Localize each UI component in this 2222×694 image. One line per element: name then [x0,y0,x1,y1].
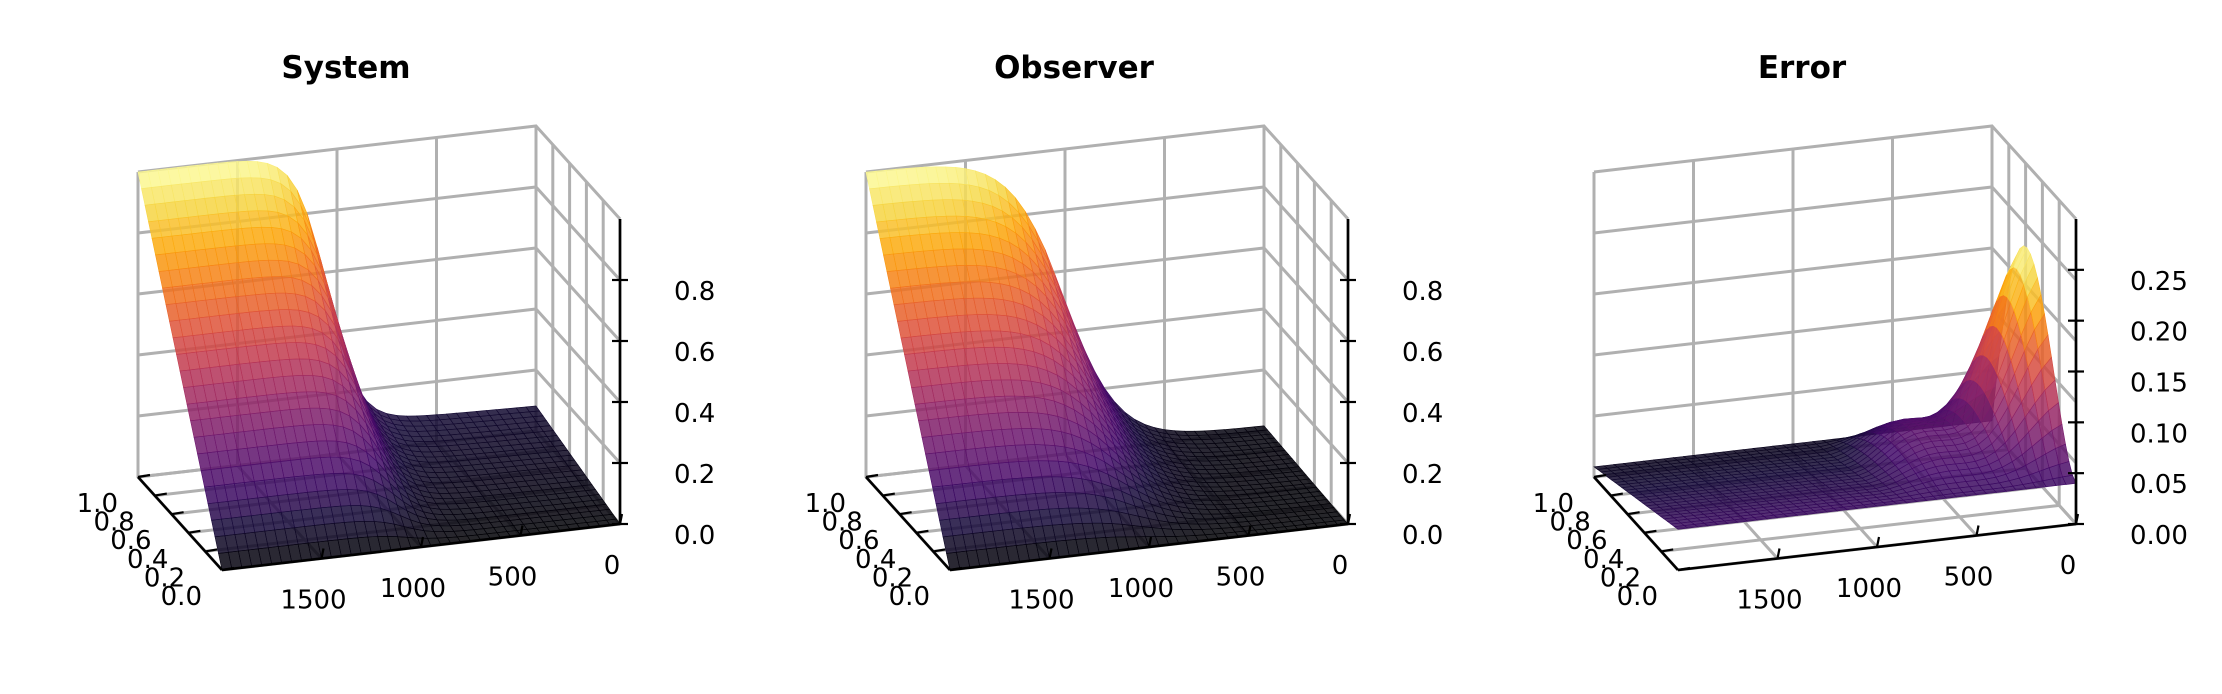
y-tick-label: 0.2 [1600,563,1641,593]
x-tick-label: 1000 [1108,574,1174,604]
z-tick-label: 0.6 [1402,338,1443,368]
y-tick [205,548,218,553]
x-tick-label: 1500 [280,586,346,616]
z-tick-label: 0.4 [1402,399,1443,429]
y-tick-label: 0.2 [872,563,913,593]
z-tick-label: 0.00 [2130,521,2188,551]
x-tick [320,548,325,559]
y-axis [1593,476,1679,571]
y-tick [899,511,912,516]
y-tick-label: 1.0 [1533,489,1574,519]
y-tick-label: 1.0 [805,489,846,519]
x-tick-label: 0 [2060,551,2077,581]
y-tick [1677,566,1691,572]
y-tick-label: 0.6 [838,526,879,556]
y-tick [188,529,201,534]
x-tick-label: 500 [1216,563,1266,593]
y-tick-label: 0.6 [1566,526,1607,556]
z-tick-label: 0.15 [2130,369,2188,399]
z-tick-label: 0.4 [674,399,715,429]
surface [1593,244,2077,530]
x-tick-label: 1500 [1008,586,1074,616]
x-tick [618,513,624,525]
y-tick [1610,492,1623,497]
y-axis [137,476,223,571]
z-tick-label: 0.25 [2130,267,2188,297]
x-tick-label: 0 [1332,551,1349,581]
x-tick [2074,513,2080,525]
x-tick-label: 1500 [1736,586,1802,616]
x-tick [419,536,425,548]
y-tick-label: 0.6 [110,526,151,556]
y-tick [137,473,151,479]
axes: 0 500 1000 1500 0.00.20.40.60.81.0 0.00 0.05 0.… [1533,219,2188,616]
y-tick [221,566,235,572]
z-tick-label: 0.20 [2130,318,2188,348]
z-tick-label: 0.0 [674,521,715,551]
surface [865,166,1349,571]
y-tick [949,566,963,572]
x-tick-label: 0 [604,551,621,581]
x-tick [1048,548,1053,559]
z-tick-label: 0.0 [1402,521,1443,551]
panel-error: 0 500 1000 1500 0.00.20.40.60.81.0 0.00 0.05 0.… [1533,50,2188,616]
chart-title: System [281,50,410,86]
y-tick-label: 0.8 [821,508,862,538]
y-tick-label: 0.2 [144,563,185,593]
y-tick [933,548,946,553]
z-tick-label: 0.05 [2130,470,2188,500]
y-axis [865,476,951,571]
y-tick-label: 1.0 [77,489,118,519]
z-tick-label: 0.6 [674,338,715,368]
y-tick-label: 0.8 [93,508,134,538]
y-tick-label: 0.0 [889,582,930,612]
x-tick-label: 1000 [380,574,446,604]
z-tick-label: 0.2 [1402,460,1443,490]
y-tick [1593,473,1607,479]
x-tick [1975,525,1980,536]
y-tick-label: 0.0 [161,582,202,612]
y-tick [171,511,184,516]
x-tick-label: 500 [1944,563,1994,593]
x-tick [1247,525,1252,536]
z-tick-label: 0.10 [2130,419,2188,449]
z-tick-label: 0.8 [674,277,715,307]
chart-title: Error [1758,50,1847,86]
y-tick [1627,511,1640,516]
axes: 0500100015000.00.20.40.60.81.00.00.20.40… [805,219,1443,616]
panel-observer: 0500100015000.00.20.40.60.81.00.00.20.40… [805,50,1444,616]
x-tick [1147,536,1153,548]
x-tick [1346,513,1352,525]
y-tick [916,529,929,534]
surface [137,160,621,571]
z-tick-label: 0.2 [674,460,715,490]
y-tick-label: 0.8 [1549,508,1590,538]
x-tick [1875,536,1881,548]
y-tick [865,473,879,479]
axes: 0500100015000.00.20.40.60.81.00.00.20.40… [77,219,715,616]
y-tick [154,492,167,497]
y-tick-label: 0.4 [127,545,168,575]
x-tick-label: 1000 [1836,574,1902,604]
y-tick-label: 0.0 [1617,582,1658,612]
y-tick-label: 0.4 [855,545,896,575]
y-tick-label: 0.4 [1583,545,1624,575]
z-tick-label: 0.8 [1402,277,1443,307]
chart-title: Observer [994,50,1155,86]
x-tick-label: 500 [488,563,538,593]
x-tick [519,525,524,536]
y-tick [882,492,895,497]
x-tick [1776,548,1781,559]
panel-system: 0500100015000.00.20.40.60.81.00.00.20.40… [77,50,716,616]
y-tick [1644,529,1657,534]
y-tick [1661,548,1674,553]
surface-patch [2062,474,2077,485]
